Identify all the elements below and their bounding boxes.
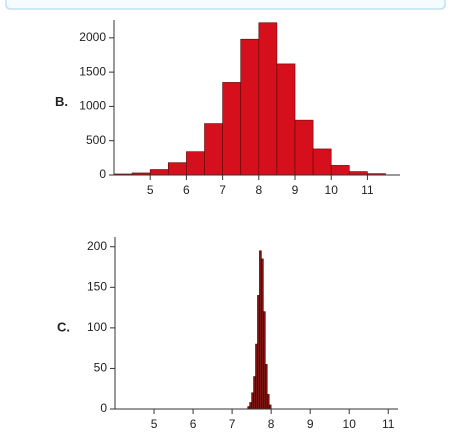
- y-tick-label: 150: [87, 279, 107, 293]
- y-tick-label: 50: [94, 361, 108, 375]
- panel-label: B.: [55, 94, 68, 109]
- x-tick-label: 7: [229, 417, 236, 431]
- y-tick-label: 0: [100, 401, 107, 415]
- x-tick-label: 9: [307, 417, 314, 431]
- bar: [204, 123, 223, 176]
- y-tick-label: 200: [87, 239, 107, 253]
- x-tick-label: 9: [292, 183, 299, 197]
- bar: [276, 63, 296, 176]
- bar: [168, 162, 187, 176]
- y-tick-label: 100: [87, 320, 107, 334]
- panel-label: C.: [57, 319, 70, 334]
- x-tick-label: 11: [361, 183, 374, 197]
- x-tick-label: 8: [268, 417, 275, 431]
- bar: [268, 404, 272, 410]
- y-tick-label: 500: [86, 133, 106, 147]
- x-tick-label: 10: [325, 183, 339, 197]
- x-tick-label: 8: [255, 183, 262, 197]
- x-tick-label: 6: [190, 417, 197, 431]
- bar: [222, 82, 242, 176]
- bar: [349, 171, 368, 176]
- y-tick-label: 1000: [79, 99, 106, 113]
- y-tick-label: 0: [99, 167, 106, 181]
- bar: [330, 165, 350, 176]
- x-tick-label: 11: [382, 417, 395, 431]
- y-tick-label: 1500: [79, 64, 106, 78]
- bar: [312, 148, 332, 176]
- x-tick-label: 6: [183, 183, 190, 197]
- bar: [294, 119, 314, 176]
- x-tick-label: 5: [151, 417, 158, 431]
- bar: [258, 22, 278, 176]
- bar: [240, 38, 260, 176]
- panel-edge: [5, 0, 446, 10]
- x-tick-label: 7: [219, 183, 226, 197]
- bar: [186, 151, 205, 176]
- x-tick-label: 10: [343, 417, 357, 431]
- bar: [149, 169, 169, 176]
- x-tick-label: 5: [147, 183, 154, 197]
- y-tick-label: 2000: [79, 30, 106, 44]
